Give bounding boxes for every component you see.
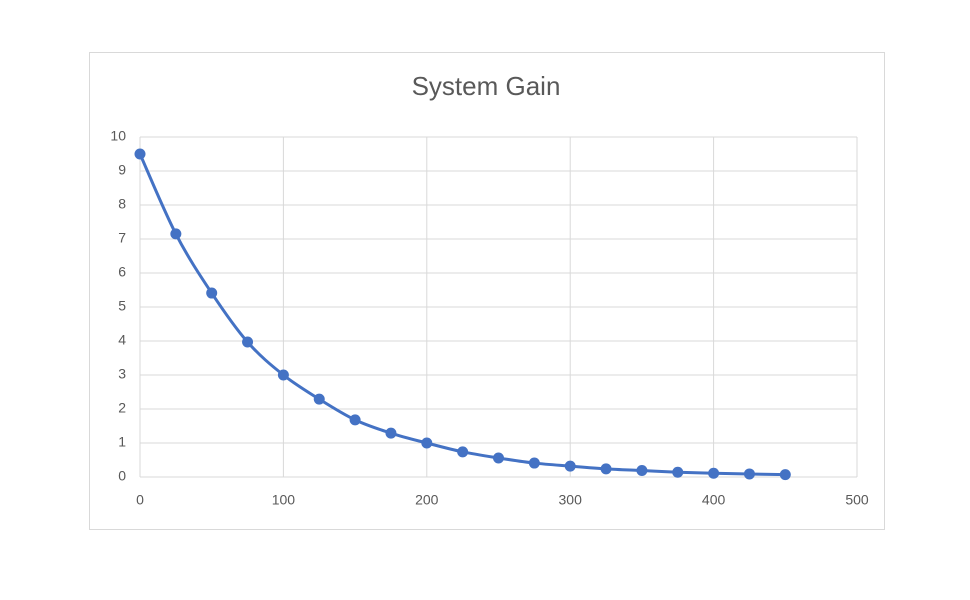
data-point <box>672 466 684 478</box>
x-tick-label: 0 <box>136 492 144 508</box>
y-tick-label: 0 <box>118 468 126 484</box>
data-point <box>708 467 720 479</box>
data-point <box>528 457 540 469</box>
data-point <box>636 465 648 477</box>
y-tick-label: 7 <box>118 230 126 246</box>
y-tick-label: 4 <box>118 332 126 348</box>
data-point <box>421 437 433 449</box>
y-tick-label: 5 <box>118 298 126 314</box>
x-tick-label: 400 <box>702 492 726 508</box>
x-tick-label: 200 <box>415 492 439 508</box>
y-tick-label: 8 <box>118 196 126 212</box>
data-point <box>170 228 182 240</box>
data-point <box>349 414 361 426</box>
data-point <box>600 463 612 475</box>
y-tick-label: 1 <box>118 434 126 450</box>
y-tick-label: 2 <box>118 400 126 416</box>
y-tick-label: 6 <box>118 264 126 280</box>
data-point <box>277 369 289 381</box>
chart-frame <box>89 52 885 530</box>
data-point <box>385 427 397 439</box>
data-point <box>134 148 146 160</box>
data-point <box>493 452 504 464</box>
data-point <box>743 468 755 480</box>
x-tick-label: 100 <box>272 492 296 508</box>
chart-title: System Gain <box>412 71 561 101</box>
data-point <box>242 336 254 348</box>
y-tick-label: 9 <box>118 162 126 178</box>
data-point <box>564 460 576 472</box>
data-point <box>313 393 325 405</box>
data-point <box>206 287 218 299</box>
y-tick-label: 10 <box>110 128 126 144</box>
y-tick-label: 3 <box>118 366 126 382</box>
data-point <box>779 469 791 481</box>
x-tick-label: 500 <box>845 492 869 508</box>
data-point <box>457 446 469 458</box>
x-tick-label: 300 <box>559 492 583 508</box>
